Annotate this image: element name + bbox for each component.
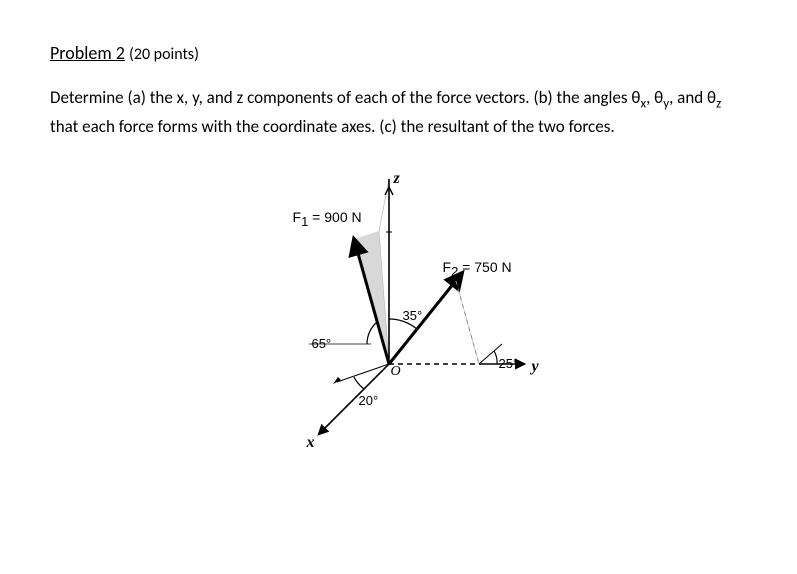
x-axis-label: x	[307, 431, 315, 455]
y-axis-label: y	[532, 355, 539, 379]
f1-b: = 900 N	[308, 209, 361, 225]
desc-line1: Determine (a) the x, y, and z components…	[50, 87, 583, 108]
desc-sub3: z	[716, 96, 721, 111]
angle-35: 35°	[403, 306, 423, 326]
title-main: Problem 2	[50, 42, 125, 64]
f1-label: F1 = 900 N	[293, 207, 362, 231]
angle-65: 65°	[312, 334, 332, 354]
problem-description: Determine (a) the x, y, and z components…	[50, 85, 747, 139]
f2-a: F	[443, 259, 452, 275]
title-points: (20 points)	[129, 45, 199, 64]
f2-b: = 750 N	[458, 259, 511, 275]
f2-label: F2 = 750 N	[443, 257, 512, 281]
desc-line2b: , θ	[646, 87, 663, 108]
z-axis-label: z	[394, 167, 400, 191]
angle-25: 25°	[499, 354, 519, 374]
origin-label: O	[391, 361, 401, 382]
angle-20: 20°	[359, 391, 379, 411]
desc-line2d: that each force forms with the coordinat…	[50, 116, 428, 137]
desc-line3: resultant of the two forces.	[428, 116, 615, 137]
desc-line2c: , and θ	[669, 87, 716, 108]
problem-title: Problem 2 (20 points)	[50, 40, 747, 67]
f1-a: F	[293, 209, 302, 225]
desc-line2a: angles θ	[583, 87, 640, 108]
figure-diagram: z y x O F1 = 900 N F2 = 750 N 35° 25° 65…	[239, 169, 559, 469]
